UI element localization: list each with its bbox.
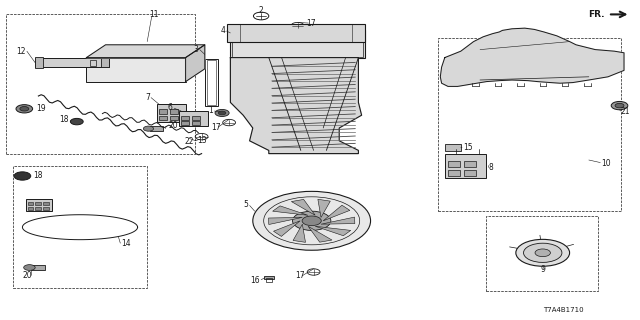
Text: 17: 17 [295, 271, 305, 280]
Text: 17: 17 [306, 19, 316, 28]
Polygon shape [323, 205, 350, 221]
Bar [170, 116, 178, 120]
Bar [26, 199, 52, 211]
Bar [264, 276, 274, 279]
Polygon shape [230, 58, 362, 154]
Text: 18: 18 [60, 115, 69, 124]
Polygon shape [318, 199, 330, 217]
Text: 22: 22 [184, 137, 194, 146]
Polygon shape [269, 217, 302, 225]
Text: 14: 14 [122, 239, 131, 248]
Bar [150, 126, 163, 131]
Circle shape [615, 103, 624, 108]
Text: 16: 16 [250, 276, 260, 285]
Bar [90, 60, 96, 66]
Circle shape [24, 265, 35, 270]
Text: 19: 19 [36, 104, 45, 113]
Circle shape [16, 105, 33, 113]
Bar [181, 121, 189, 125]
Text: 11: 11 [149, 10, 158, 19]
Bar [230, 30, 365, 58]
Bar [35, 207, 41, 210]
Text: 13: 13 [197, 136, 207, 145]
Bar [28, 202, 33, 205]
Text: 18: 18 [33, 171, 43, 180]
Text: 4: 4 [220, 26, 225, 35]
Text: 20: 20 [22, 271, 33, 280]
Bar [266, 278, 272, 282]
Text: 12: 12 [16, 47, 26, 56]
Polygon shape [86, 45, 205, 58]
Polygon shape [321, 217, 355, 224]
Circle shape [535, 249, 550, 257]
Bar [170, 109, 178, 114]
Circle shape [70, 118, 83, 125]
Bar [205, 59, 218, 106]
Circle shape [302, 216, 321, 226]
Bar [181, 116, 189, 120]
Text: 5: 5 [243, 200, 248, 209]
Bar [192, 121, 200, 125]
Polygon shape [273, 221, 300, 236]
Text: 17: 17 [211, 123, 221, 132]
Bar [101, 58, 109, 67]
Bar [35, 57, 43, 68]
Bar [438, 38, 621, 211]
Bar [86, 58, 186, 82]
Text: 15: 15 [463, 143, 473, 152]
Bar [448, 170, 460, 176]
Text: 7: 7 [145, 93, 150, 102]
Polygon shape [186, 45, 205, 82]
Polygon shape [308, 226, 332, 242]
Text: 1: 1 [209, 106, 213, 115]
Bar [157, 104, 186, 122]
Bar [448, 161, 460, 167]
Bar [464, 161, 476, 167]
Bar [232, 31, 363, 57]
Circle shape [611, 101, 628, 110]
Text: 9: 9 [540, 265, 545, 274]
Bar [445, 144, 461, 151]
Bar [464, 170, 476, 176]
Bar [6, 14, 195, 154]
Text: FR.: FR. [588, 10, 605, 19]
Bar [179, 111, 208, 126]
Text: 8: 8 [489, 163, 493, 172]
Text: 10: 10 [602, 159, 611, 168]
Bar [227, 24, 365, 42]
Text: 6: 6 [168, 103, 173, 112]
Bar [35, 202, 41, 205]
Bar [192, 116, 200, 120]
Circle shape [524, 243, 562, 262]
Polygon shape [293, 224, 305, 242]
Circle shape [253, 191, 371, 250]
Bar [159, 109, 167, 114]
Circle shape [14, 172, 31, 180]
Polygon shape [273, 206, 308, 215]
Text: 20: 20 [168, 121, 178, 130]
Bar [35, 58, 109, 67]
Bar [159, 116, 167, 120]
Bar [445, 154, 486, 178]
Circle shape [292, 211, 331, 230]
Circle shape [218, 111, 226, 115]
Bar [31, 265, 45, 270]
Bar [43, 202, 49, 205]
Polygon shape [316, 226, 351, 236]
Bar [28, 207, 33, 210]
Bar [13, 166, 147, 288]
Text: T7A4B1710: T7A4B1710 [543, 308, 584, 313]
Bar [207, 60, 216, 105]
Bar [486, 216, 598, 291]
Circle shape [20, 107, 29, 111]
Text: 3: 3 [193, 45, 198, 54]
Text: 21: 21 [621, 108, 630, 116]
Bar [43, 207, 49, 210]
Polygon shape [440, 28, 624, 86]
Text: 2: 2 [259, 6, 264, 15]
Circle shape [143, 126, 154, 131]
Polygon shape [291, 199, 316, 215]
Circle shape [516, 239, 570, 266]
Circle shape [215, 109, 229, 116]
